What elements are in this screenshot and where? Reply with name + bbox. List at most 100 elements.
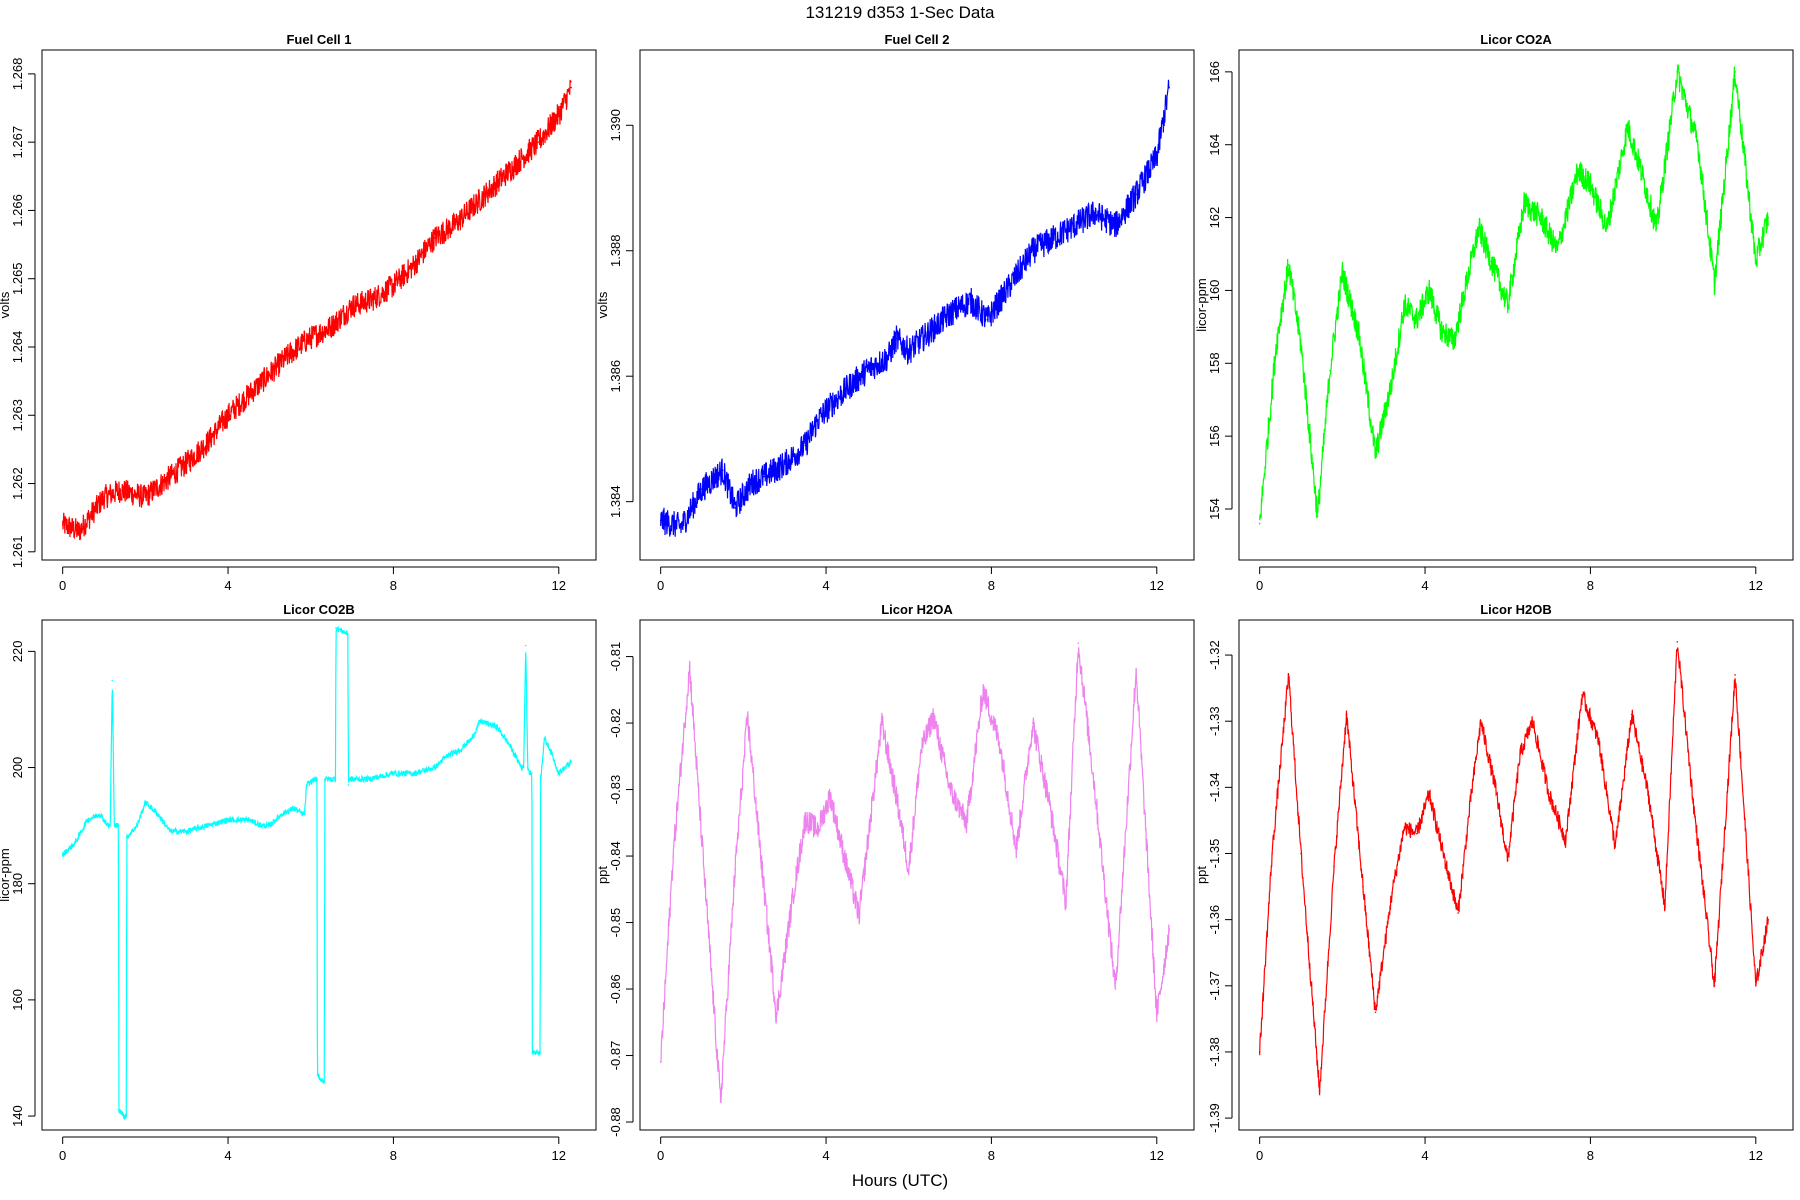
data-point: [475, 202, 477, 205]
data-point: [78, 530, 81, 533]
y-tick-label: 1.264: [10, 331, 25, 364]
y-tick-label: -1.35: [1207, 839, 1222, 869]
data-point: [392, 772, 395, 775]
data-point: [156, 813, 159, 815]
data-point: [1077, 642, 1080, 645]
data-point: [1031, 722, 1034, 724]
data-point: [1457, 912, 1459, 914]
data-point: [136, 824, 138, 827]
x-tick-label: 4: [822, 1148, 829, 1163]
data-point: [969, 300, 972, 302]
data-point: [185, 830, 188, 833]
x-tick-label: 4: [1421, 578, 1428, 593]
data-point: [1564, 839, 1567, 842]
plot-frame: [1238, 619, 1794, 1131]
y-axis-label: volts: [0, 291, 12, 318]
data-point: [928, 331, 931, 334]
data-point: [1052, 237, 1055, 239]
x-tick-label: 8: [390, 578, 397, 593]
x-tick-label: 8: [988, 578, 995, 593]
data-point: [347, 633, 349, 635]
data-point: [1480, 720, 1482, 723]
data-point: [1581, 693, 1583, 696]
data-point: [1093, 212, 1096, 214]
data-point: [1391, 892, 1393, 894]
data-point: [537, 141, 539, 143]
data-point: [479, 720, 482, 722]
data-point: [1626, 125, 1629, 128]
data-point: [206, 824, 209, 827]
data-point: [775, 1014, 778, 1017]
data-point: [316, 778, 318, 780]
data-point: [659, 1061, 662, 1063]
data-point: [495, 182, 498, 184]
data-point: [260, 824, 262, 827]
data-point: [247, 393, 250, 396]
data-point: [268, 373, 271, 376]
data-point: [293, 807, 295, 810]
chart-panel-fuel-cell-1: Fuel Cell 1 0 4 8 12 1.261 1.262 1.263 1.264 1.26…: [0, 32, 597, 593]
x-tick-label: 0: [1256, 578, 1263, 593]
data-point: [516, 161, 519, 164]
data-point: [305, 339, 308, 341]
data-point: [103, 496, 105, 498]
data-point: [1531, 720, 1534, 723]
plot-frame: [639, 49, 1195, 561]
data-point: [316, 1074, 319, 1077]
data-point: [347, 778, 350, 780]
data-point: [1300, 852, 1302, 855]
data-point: [763, 888, 765, 891]
data-point: [1031, 249, 1034, 252]
data-point: [322, 1080, 324, 1083]
data-point: [829, 795, 831, 798]
y-tick-label: 1.262: [10, 467, 25, 500]
data-point: [783, 463, 786, 465]
y-tick-label: -1.37: [1207, 971, 1222, 1001]
data-point: [1329, 369, 1331, 372]
data-point: [1345, 713, 1348, 716]
data-point: [433, 766, 436, 769]
data-point: [804, 444, 807, 447]
data-point: [531, 1051, 534, 1053]
data-point: [1767, 918, 1769, 921]
data-point: [1697, 143, 1699, 146]
data-point: [144, 801, 147, 804]
y-tick-label: 140: [10, 1105, 25, 1127]
data-point: [1453, 340, 1455, 343]
data-point: [1734, 71, 1736, 73]
data-point: [335, 627, 338, 629]
data-point: [1614, 846, 1617, 848]
plot-frame: [639, 619, 1195, 1131]
chart-panel-licor-h2ob: Licor H2OB 0 4 8 12 -1.39 -1.38 -1.37 -1.36 -1.35…: [1194, 602, 1794, 1163]
chart-title: Licor CO2B: [283, 602, 355, 617]
plot-frame: [41, 619, 597, 1131]
data-point: [949, 788, 951, 791]
data-point: [1556, 249, 1559, 252]
x-tick-label: 0: [59, 1148, 66, 1163]
data-point: [982, 689, 984, 691]
data-point: [1093, 788, 1096, 791]
data-point: [833, 400, 836, 403]
x-tick-label: 12: [1749, 578, 1763, 593]
data-point: [1469, 799, 1472, 802]
y-axis-label: ppt: [1194, 866, 1209, 884]
data-point: [1168, 928, 1170, 930]
data-point: [895, 795, 898, 798]
data-point: [471, 737, 473, 740]
data-point: [74, 842, 76, 844]
data-point: [119, 489, 122, 492]
data-point: [570, 86, 572, 89]
x-tick-label: 0: [657, 1148, 664, 1163]
data-point: [301, 813, 304, 815]
data-point: [866, 369, 869, 371]
x-tick-label: 8: [1587, 1148, 1594, 1163]
x-tick-label: 4: [1421, 1148, 1428, 1163]
figure-title: 131219 d353 1-Sec Data: [805, 3, 995, 22]
data-point: [1287, 264, 1290, 266]
data-point: [1403, 826, 1406, 828]
chart-title: Licor CO2A: [1480, 32, 1552, 47]
data-point: [557, 114, 560, 116]
series-line: [660, 79, 1170, 537]
data-point: [680, 525, 683, 528]
data-point: [392, 284, 395, 287]
